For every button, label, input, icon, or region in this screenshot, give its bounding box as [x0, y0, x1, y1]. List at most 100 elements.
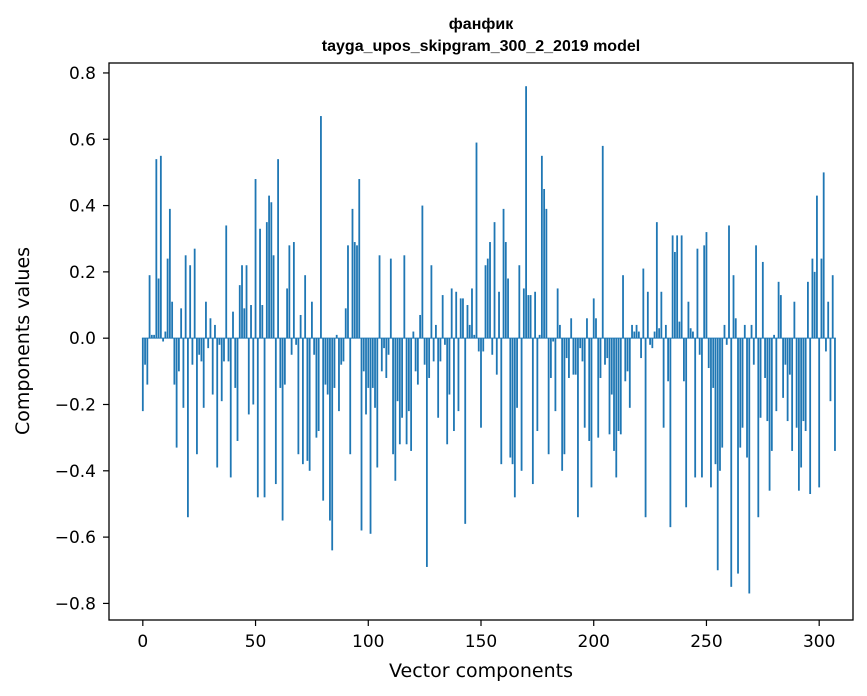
bar	[423, 338, 426, 365]
bar	[574, 338, 577, 375]
bar	[816, 195, 818, 339]
bar	[383, 338, 385, 349]
bar	[295, 338, 298, 345]
bar	[234, 338, 237, 388]
bar	[403, 255, 406, 339]
bar	[834, 338, 836, 451]
bar	[779, 295, 782, 339]
bar	[144, 338, 146, 365]
bar	[189, 265, 192, 339]
bar	[604, 338, 606, 365]
bar	[577, 338, 579, 518]
bar	[263, 338, 266, 498]
bar	[759, 338, 762, 418]
bar	[238, 285, 241, 339]
bar	[561, 338, 564, 471]
bar	[500, 338, 503, 465]
bar	[811, 258, 814, 339]
bar	[380, 338, 383, 372]
bar	[173, 338, 176, 385]
bar	[220, 338, 223, 402]
bar	[509, 338, 512, 458]
bar	[250, 305, 252, 339]
bar	[518, 265, 521, 339]
bar	[374, 338, 376, 408]
y-tick-label: −0.6	[55, 528, 96, 548]
bar	[430, 265, 433, 339]
bar	[820, 258, 823, 339]
bar	[446, 338, 449, 445]
bar	[712, 338, 715, 388]
bar	[211, 338, 214, 395]
bar	[157, 278, 160, 339]
bar	[692, 331, 694, 339]
bar	[223, 338, 225, 362]
bar	[683, 338, 685, 382]
bar	[288, 245, 291, 339]
bar	[245, 265, 248, 339]
bar	[813, 271, 816, 339]
bar	[439, 338, 442, 362]
bar	[177, 338, 180, 372]
bar	[306, 338, 309, 461]
bar	[184, 255, 187, 339]
x-tick-label: 0	[137, 632, 148, 652]
bar	[761, 261, 764, 339]
bar	[703, 245, 706, 339]
bar	[333, 338, 336, 388]
bar	[547, 338, 550, 455]
bar	[301, 338, 304, 465]
bar	[164, 331, 167, 339]
bar	[432, 338, 435, 362]
bar	[477, 338, 480, 352]
bar	[207, 338, 210, 349]
bar	[764, 338, 766, 378]
bar	[202, 338, 205, 408]
bar	[750, 324, 753, 339]
bar	[311, 301, 313, 339]
bar	[660, 291, 663, 339]
bar	[475, 142, 478, 339]
bar	[719, 338, 721, 471]
bar	[540, 155, 543, 339]
bar	[247, 338, 250, 415]
bar	[568, 338, 570, 378]
bar	[746, 338, 748, 458]
bar	[297, 338, 300, 455]
bar	[444, 338, 446, 345]
x-tick-label: 50	[245, 632, 267, 652]
bar	[822, 172, 825, 339]
bar	[646, 291, 649, 339]
y-tick-label: 0.2	[69, 263, 96, 283]
bar	[809, 338, 812, 495]
bar	[155, 159, 158, 339]
bar	[227, 338, 230, 362]
bar	[468, 324, 471, 339]
bar	[292, 242, 295, 339]
bar	[453, 338, 455, 432]
bar	[473, 334, 476, 339]
bar	[559, 324, 561, 339]
bar	[786, 338, 789, 422]
bar	[256, 338, 259, 498]
bar	[498, 291, 500, 339]
bar	[525, 86, 527, 339]
bar	[274, 338, 277, 485]
bar	[513, 338, 516, 498]
bar	[827, 301, 830, 339]
bar	[410, 338, 413, 451]
bar	[606, 338, 609, 359]
bar	[371, 338, 374, 388]
bar	[793, 301, 796, 339]
bar	[414, 338, 417, 372]
bar	[531, 338, 534, 485]
bar	[689, 328, 692, 339]
bar	[685, 338, 688, 508]
bar	[358, 179, 361, 339]
bar	[655, 222, 658, 339]
bar	[554, 338, 557, 412]
bar	[797, 338, 800, 491]
bar	[335, 334, 338, 339]
bar	[326, 338, 329, 395]
